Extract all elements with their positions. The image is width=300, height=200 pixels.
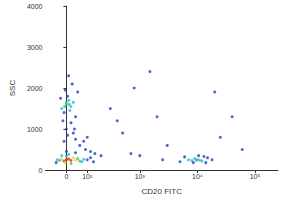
svg-text:CD20 FITC: CD20 FITC xyxy=(142,187,183,196)
svg-text:0: 0 xyxy=(39,167,43,174)
svg-text:2000: 2000 xyxy=(27,85,43,92)
svg-text:3000: 3000 xyxy=(27,44,43,51)
svg-text:4000: 4000 xyxy=(27,3,43,10)
svg-text:0: 0 xyxy=(64,173,68,180)
svg-text:1000: 1000 xyxy=(27,126,43,133)
svg-text:SSC: SSC xyxy=(8,80,17,97)
svg-text:10³: 10³ xyxy=(135,173,146,180)
svg-text:10⁵: 10⁵ xyxy=(250,173,261,180)
svg-text:10⁴: 10⁴ xyxy=(192,173,203,180)
svg-text:10²: 10² xyxy=(82,173,93,180)
